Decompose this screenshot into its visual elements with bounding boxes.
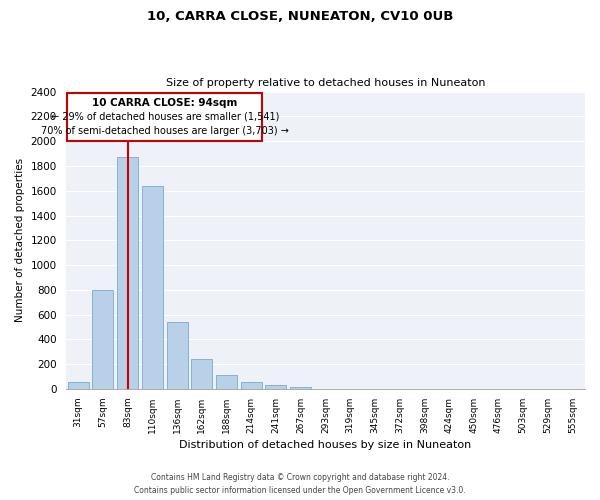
X-axis label: Distribution of detached houses by size in Nuneaton: Distribution of detached houses by size … bbox=[179, 440, 472, 450]
Text: 10, CARRA CLOSE, NUNEATON, CV10 0UB: 10, CARRA CLOSE, NUNEATON, CV10 0UB bbox=[147, 10, 453, 23]
Text: Contains HM Land Registry data © Crown copyright and database right 2024.
Contai: Contains HM Land Registry data © Crown c… bbox=[134, 474, 466, 495]
Y-axis label: Number of detached properties: Number of detached properties bbox=[15, 158, 25, 322]
Bar bbox=[216, 376, 237, 389]
Bar bbox=[117, 158, 138, 389]
Bar bbox=[265, 386, 286, 389]
Text: 10 CARRA CLOSE: 94sqm: 10 CARRA CLOSE: 94sqm bbox=[92, 98, 238, 108]
Title: Size of property relative to detached houses in Nuneaton: Size of property relative to detached ho… bbox=[166, 78, 485, 88]
Bar bbox=[241, 382, 262, 389]
Text: 70% of semi-detached houses are larger (3,703) →: 70% of semi-detached houses are larger (… bbox=[41, 126, 289, 136]
Bar bbox=[68, 382, 89, 389]
Bar bbox=[67, 93, 262, 141]
Bar bbox=[290, 386, 311, 389]
Bar bbox=[167, 322, 188, 389]
Bar bbox=[191, 360, 212, 389]
Bar bbox=[142, 186, 163, 389]
Bar bbox=[92, 290, 113, 389]
Text: ← 29% of detached houses are smaller (1,541): ← 29% of detached houses are smaller (1,… bbox=[50, 112, 279, 122]
